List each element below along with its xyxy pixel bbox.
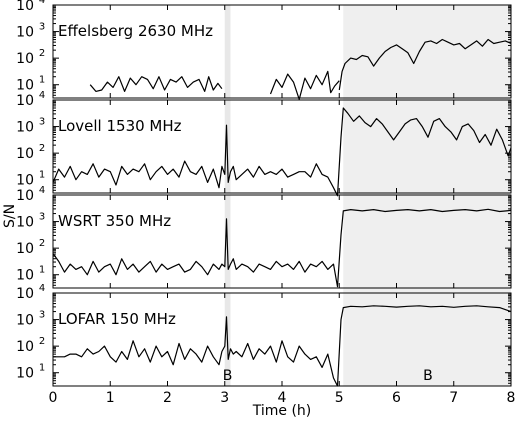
y-tick-exponent: 1 — [39, 75, 45, 86]
series-line — [53, 305, 512, 387]
y-tick-exponent: 3 — [39, 117, 45, 128]
panel-title: WSRT 350 MHz — [58, 212, 171, 230]
y-tick-label: 10 — [16, 241, 34, 257]
x-tick-label: 8 — [507, 390, 516, 406]
x-tick-label: 0 — [49, 390, 58, 406]
y-tick-label: 10 — [16, 51, 34, 67]
y-tick-label: 10 — [16, 0, 34, 14]
y-axis-label: S/N — [2, 204, 18, 228]
y-tick-exponent: 4 — [39, 283, 45, 294]
x-tick-label: 6 — [392, 390, 401, 406]
shaded-region-b-narrow — [224, 5, 231, 98]
series-line — [338, 38, 512, 91]
x-tick-label: 3 — [220, 390, 229, 406]
y-tick-label: 10 — [16, 366, 34, 382]
panel: Effelsberg 2630 MHz 10 1 10 2 10 3 10 4 — [16, 0, 512, 100]
x-tick-label: 4 — [278, 390, 287, 406]
y-tick-exponent: 2 — [39, 48, 45, 59]
y-tick-label: 10 — [16, 173, 34, 189]
y-tick-label: 10 — [16, 188, 34, 204]
y-tick-exponent: 1 — [39, 265, 45, 276]
band-label: B — [223, 368, 233, 384]
y-tick-exponent: 3 — [39, 212, 45, 223]
y-tick-exponent: 4 — [39, 0, 45, 6]
y-tick-exponent: 1 — [39, 170, 45, 181]
y-tick-exponent: 1 — [39, 363, 45, 374]
series-line — [52, 208, 512, 288]
panel-title: Effelsberg 2630 MHz — [58, 22, 213, 40]
y-tick-label: 10 — [16, 93, 34, 109]
y-tick-exponent: 4 — [39, 90, 45, 101]
y-tick-exponent: 2 — [39, 143, 45, 154]
panel: LOFAR 150 MHz 10 1 10 2 10 3 10 4 — [16, 283, 512, 387]
panel-title: LOFAR 150 MHz — [58, 310, 176, 328]
y-tick-label: 10 — [16, 25, 34, 41]
y-tick-label: 10 — [16, 146, 34, 162]
y-tick-label: 10 — [16, 313, 34, 329]
y-tick-exponent: 2 — [39, 238, 45, 249]
y-tick-exponent: 3 — [39, 22, 45, 33]
y-tick-exponent: 2 — [39, 336, 45, 347]
y-tick-label: 10 — [16, 215, 34, 231]
y-tick-label: 10 — [16, 339, 34, 355]
y-tick-label: 10 — [16, 268, 34, 284]
x-tick-label: 7 — [449, 390, 458, 406]
series-line — [52, 107, 512, 197]
panel: Lovell 1530 MHz 10 1 10 2 10 3 10 4 — [16, 90, 512, 197]
x-tick-label: 5 — [335, 390, 344, 406]
y-tick-label: 10 — [16, 78, 34, 94]
x-tick-label: 1 — [106, 390, 115, 406]
series-line — [89, 76, 223, 92]
y-tick-label: 10 — [16, 120, 34, 136]
panel-title: Lovell 1530 MHz — [58, 117, 182, 135]
y-tick-label: 10 — [16, 286, 34, 302]
band-label: B — [423, 368, 433, 384]
series-line — [269, 70, 340, 100]
x-axis-label: Time (h) — [252, 403, 312, 419]
y-tick-exponent: 3 — [39, 310, 45, 321]
x-axis-ticks: 0 1 2 3 4 5 6 7 8 B B — [49, 368, 516, 406]
panel: WSRT 350 MHz 10 1 10 2 10 3 10 4 — [16, 185, 512, 289]
y-tick-exponent: 4 — [39, 185, 45, 196]
x-tick-label: 2 — [163, 390, 172, 406]
